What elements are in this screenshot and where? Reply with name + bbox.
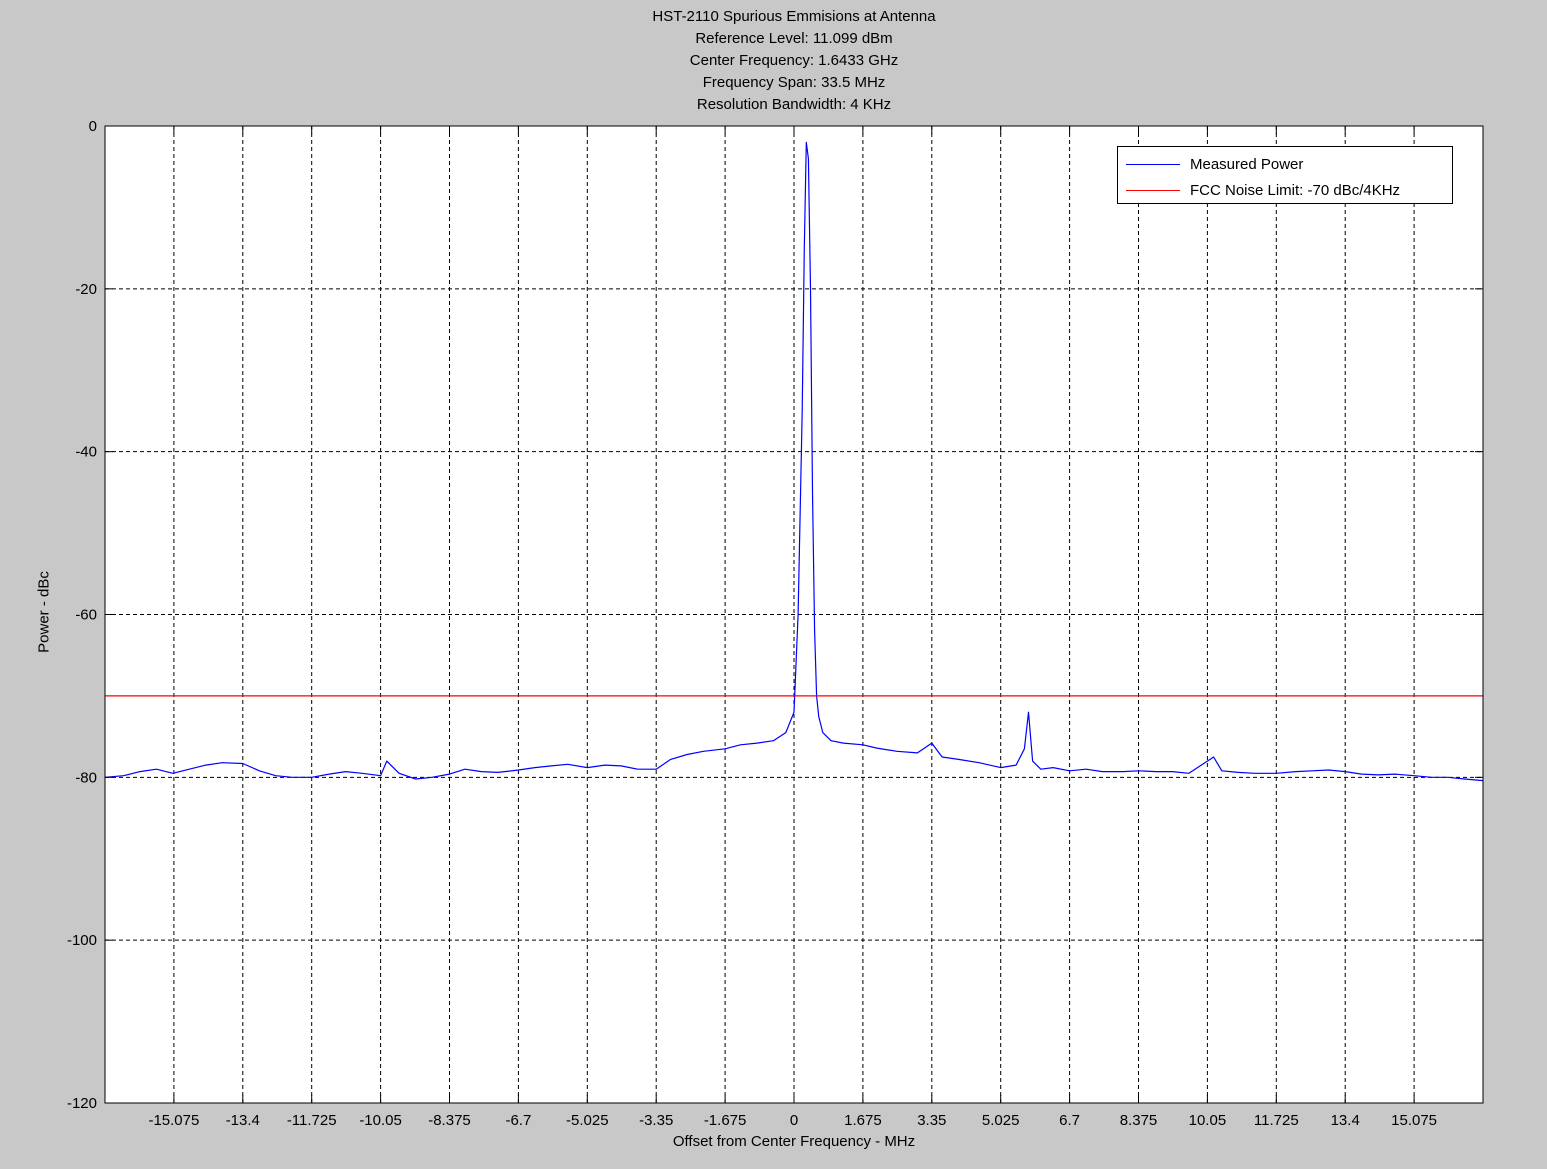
x-tick-label: 13.4 — [1331, 1112, 1360, 1129]
x-tick-label: 10.05 — [1189, 1112, 1227, 1129]
series-line-measured-power — [104, 141, 1484, 782]
y-axis-title: Power - dBc — [35, 571, 53, 653]
series-group — [104, 141, 1484, 782]
x-tick-label: -6.7 — [505, 1112, 531, 1129]
x-tick-label: -1.675 — [704, 1112, 747, 1129]
legend-label-fcc-limit: FCC Noise Limit: -70 dBc/4KHz — [1190, 181, 1401, 199]
tick-marks — [105, 125, 1483, 1104]
legend-entry-fcc-limit: FCC Noise Limit: -70 dBc/4KHz — [1126, 180, 1400, 200]
x-tick-label: 0 — [790, 1112, 798, 1129]
y-tick-label: -120 — [67, 1095, 97, 1112]
legend: Measured Power FCC Noise Limit: -70 dBc/… — [1117, 146, 1453, 204]
x-tick-label: -5.025 — [566, 1112, 609, 1129]
y-tick-label: -80 — [75, 769, 97, 786]
title-line-3: Center Frequency: 1.6433 GHz — [689, 52, 899, 69]
x-tick-label: -11.725 — [287, 1112, 337, 1129]
grid — [105, 126, 1483, 1103]
legend-line-fcc-limit — [1126, 189, 1180, 191]
x-tick-label: -3.35 — [639, 1112, 673, 1129]
title-line-5: Resolution Bandwidth: 4 KHz — [696, 96, 892, 113]
x-axis-title: Offset from Center Frequency - MHz — [672, 1133, 916, 1150]
x-tick-label: -10.05 — [359, 1112, 402, 1129]
title-line-2: Reference Level: 11.099 dBm — [695, 30, 893, 47]
y-tick-label: 0 — [89, 118, 97, 135]
y-tick-label: -60 — [75, 607, 97, 624]
x-tick-labels: -15.075 -13.4 -11.725 -10.05 -8.375 -6.7 -5.02… — [148, 1112, 1437, 1129]
y-tick-label: -100 — [67, 932, 97, 949]
x-tick-label: -8.375 — [428, 1112, 471, 1129]
chart-title: HST-2110 Spurious Emmisions at Antenna R… — [105, 6, 1483, 116]
legend-label-measured-power: Measured Power — [1190, 155, 1304, 173]
x-tick-label: 8.375 — [1120, 1112, 1158, 1129]
title-line-4: Frequency Span: 33.5 MHz — [702, 74, 886, 91]
x-tick-label: 15.075 — [1391, 1112, 1437, 1129]
title-line-1: HST-2110 Spurious Emmisions at Antenna — [652, 8, 936, 25]
legend-line-measured-power — [1126, 163, 1180, 165]
y-tick-label: -40 — [75, 444, 97, 461]
x-tick-label: -15.075 — [148, 1112, 199, 1129]
x-tick-label: 5.025 — [982, 1112, 1020, 1129]
y-tick-label: -20 — [75, 281, 97, 298]
legend-entry-measured-power: Measured Power — [1126, 154, 1303, 174]
x-tick-label: -13.4 — [226, 1112, 260, 1129]
x-tick-label: 3.35 — [917, 1112, 946, 1129]
y-tick-labels: 0 -20 -40 -60 -80 -100 -120 — [67, 118, 97, 1112]
x-tick-label: 1.675 — [844, 1112, 882, 1129]
x-tick-label: 6.7 — [1059, 1112, 1080, 1129]
x-tick-label: 11.725 — [1254, 1112, 1299, 1129]
